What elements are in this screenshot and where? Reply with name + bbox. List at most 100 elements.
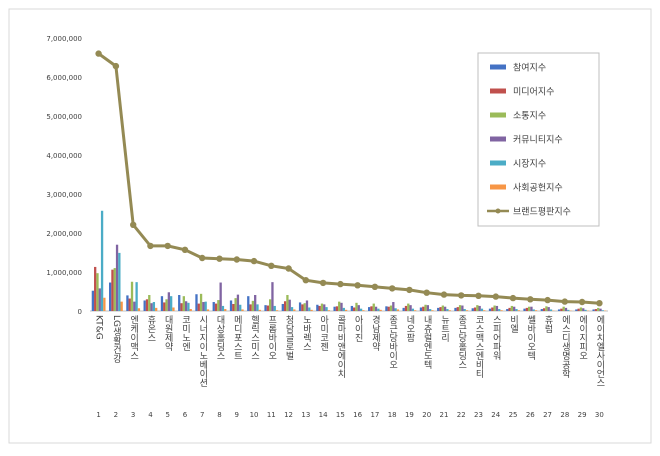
bar-2 — [422, 307, 424, 311]
bar-2 — [267, 306, 269, 311]
bar-5 — [153, 302, 155, 311]
bar-6 — [138, 308, 140, 311]
category-label: 헬릭스미스 — [249, 315, 259, 360]
line-point — [303, 277, 309, 283]
legend-label: 시장지수 — [513, 159, 546, 170]
category-label: KT&G — [94, 315, 104, 340]
bar-1 — [472, 308, 474, 311]
line-point — [234, 256, 240, 262]
line-point — [527, 296, 533, 302]
line-point — [199, 255, 205, 261]
bar-2 — [457, 307, 459, 311]
legend-label: 커뮤니티지수 — [513, 135, 563, 146]
legend-swatch — [490, 89, 506, 94]
category-label: 시너지이노베이션 — [197, 315, 207, 387]
legend-swatch — [490, 161, 506, 166]
line-point — [113, 63, 119, 69]
bar-6 — [466, 310, 468, 311]
bar-2 — [474, 307, 476, 311]
category-label: 네오팜 — [404, 315, 414, 342]
bar-6 — [500, 310, 502, 311]
bar-4 — [150, 303, 152, 311]
bar-5 — [187, 303, 189, 311]
legend-swatch — [490, 185, 506, 190]
bar-2 — [215, 304, 217, 311]
rank-label: 3 — [131, 411, 135, 419]
bar-2 — [111, 270, 113, 311]
line-point — [337, 281, 343, 287]
bar-4 — [599, 309, 601, 311]
bar-1 — [161, 296, 163, 311]
line-point — [441, 291, 447, 297]
rank-label: 18 — [388, 411, 397, 419]
bar-4 — [427, 305, 429, 311]
bar-2 — [578, 309, 580, 311]
rank-label: 28 — [560, 411, 569, 419]
category-label: 뉴트리 — [439, 315, 449, 343]
rank-label: 11 — [267, 411, 276, 419]
rank-label: 23 — [474, 411, 483, 419]
bar-3 — [476, 305, 478, 311]
bar-4 — [496, 306, 498, 311]
bar-6 — [259, 310, 261, 311]
bar-1 — [403, 308, 405, 311]
bar-1 — [109, 283, 111, 311]
line-point — [406, 287, 412, 293]
line-point — [354, 282, 360, 288]
bar-1 — [333, 307, 335, 311]
bar-3 — [355, 303, 357, 311]
bar-5 — [118, 253, 120, 311]
bar-5 — [205, 302, 207, 311]
line-point — [596, 300, 602, 306]
bar-5 — [135, 282, 137, 311]
y-tick-label: 6,000,000 — [46, 74, 82, 82]
bar-4 — [116, 245, 118, 311]
bar-2 — [336, 306, 338, 311]
category-label: 에이지피오 — [577, 315, 587, 360]
rank-label: 30 — [595, 411, 604, 419]
bar-1 — [368, 307, 370, 311]
bar-5 — [239, 305, 241, 311]
bar-6 — [293, 309, 295, 311]
y-tick-label: 7,000,000 — [46, 35, 82, 43]
rank-label: 4 — [148, 411, 153, 419]
bar-2 — [180, 303, 182, 311]
rank-label: 5 — [165, 411, 169, 419]
y-tick-label: 3,000,000 — [46, 191, 82, 199]
bar-5 — [343, 308, 345, 311]
bar-2 — [439, 307, 441, 311]
bar-4 — [185, 301, 187, 311]
bar-1 — [213, 302, 215, 311]
bar-1 — [144, 300, 146, 311]
category-label: 경남제약 — [370, 314, 380, 352]
legend-swatch — [490, 113, 506, 118]
line-point — [251, 258, 257, 264]
category-label: 비엘 — [508, 315, 518, 333]
bar-2 — [508, 308, 510, 311]
bar-3 — [252, 301, 254, 311]
bar-1 — [506, 309, 508, 311]
line-point — [579, 299, 585, 305]
category-label: 휴럼 — [543, 315, 553, 333]
bar-4 — [99, 288, 101, 311]
bar-1 — [351, 306, 353, 311]
bar-3 — [183, 296, 185, 311]
bar-5 — [222, 306, 224, 311]
bar-5 — [308, 307, 310, 311]
rank-label: 17 — [370, 411, 379, 419]
rank-label: 13 — [301, 411, 310, 419]
category-label: 아이진 — [353, 315, 363, 342]
bar-4 — [392, 302, 394, 311]
bar-4 — [513, 307, 515, 311]
bar-3 — [459, 305, 461, 311]
bar-6 — [310, 310, 312, 311]
bar-2 — [146, 299, 148, 311]
bar-6 — [431, 310, 433, 311]
bar-6 — [483, 310, 485, 311]
bar-1 — [247, 296, 249, 311]
bar-5 — [584, 310, 586, 311]
bar-3 — [148, 295, 150, 311]
category-label: 내츄럴엔도텍 — [422, 315, 432, 370]
bar-5 — [498, 309, 500, 311]
category-label: 대상홀딩스 — [215, 315, 225, 360]
